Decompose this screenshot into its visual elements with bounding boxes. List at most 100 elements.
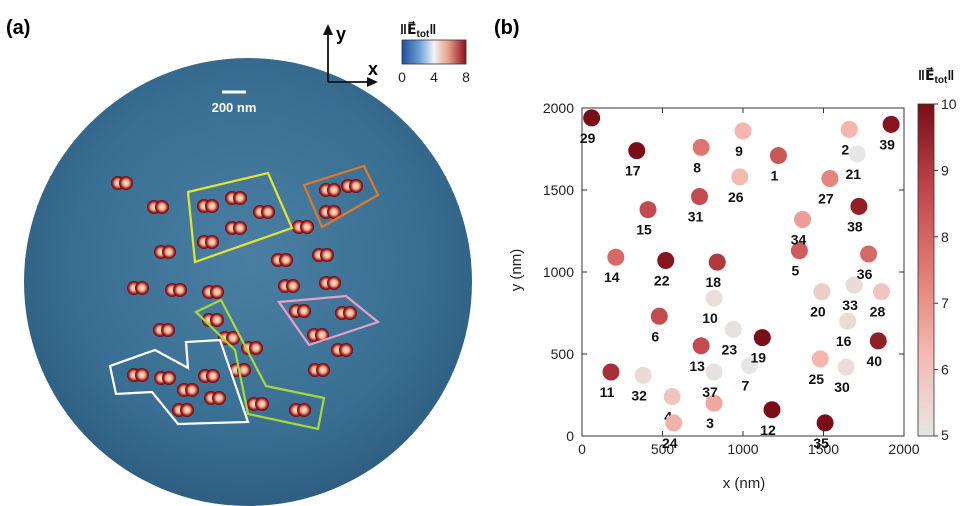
dimer-particle [204,391,226,405]
dimer-particle [278,279,300,293]
point-label: 40 [866,353,882,369]
y-axis-title: y (nm) [508,249,525,292]
point-label: 19 [751,350,767,366]
field-map-disk [24,58,472,506]
point-label: 30 [834,379,850,395]
point-label: 25 [808,371,824,387]
axis-x-label: x [368,59,378,79]
dimer-particle [289,403,311,417]
scatter-point [840,120,858,138]
dimer-particle [198,369,220,383]
scatter-point [845,276,863,294]
dimer-particle [319,205,341,219]
x-axis-title: x (nm) [723,475,766,492]
scatter-points: 1234567891011121314151617181920212223242… [580,109,900,451]
scatter-point [639,201,657,219]
y-tick-label: 1500 [543,182,574,198]
point-label: 29 [580,130,596,146]
dimer-particle [177,383,199,397]
point-label: 23 [722,341,738,357]
point-label: 32 [631,387,647,403]
group-outline-pink [277,294,381,347]
point-label: 33 [842,297,858,313]
point-label: 6 [651,328,659,344]
dimer-particle [335,306,357,320]
group-outline-yellow [186,171,294,264]
scatter-point [724,320,742,338]
colorbar-b-tick-label: 6 [941,362,949,378]
scatter-point [607,248,625,266]
colorbar-b-tick-label: 8 [941,229,949,245]
point-label: 2 [841,141,849,157]
dimer-particle [153,323,175,337]
point-label: 8 [693,159,701,175]
dimer-field [111,176,363,417]
dimer-particle [197,235,219,249]
point-label: 14 [604,269,620,285]
group-outline-orange [302,164,380,229]
y-tick-label: 1000 [543,264,574,280]
point-label: 1 [771,168,779,184]
point-label: 26 [728,189,744,205]
scatter-point [837,358,855,376]
dimer-particle [154,371,176,385]
point-label: 31 [688,209,704,225]
scatter-point [692,138,710,156]
colorbar-b-tick-label: 5 [941,427,949,443]
dimer-particle [308,363,330,377]
dimer-particle [147,200,169,214]
scale-bar-label: 200 nm [212,100,257,115]
dimer-particle [341,179,363,193]
colorbar-b: ‖E⃗tot‖ 5 6 7 8 9 10 [917,66,957,443]
scatter-point [811,350,829,368]
colorbar-b-tick-label: 9 [941,162,949,178]
scatter-point [691,188,709,206]
group-outline-green [194,298,326,431]
dimer-particle [154,245,176,259]
scatter-point [705,363,723,381]
colorbar-a-tick: 4 [430,69,438,85]
panel-b-label: (b) [494,17,520,39]
scatter-point [769,147,787,165]
dimer-particle [247,397,269,411]
point-label: 13 [689,358,705,374]
scatter-point [663,388,681,406]
point-label: 35 [813,435,829,451]
scatter-point [602,363,620,381]
point-label: 22 [654,273,670,289]
scatter-point [628,142,646,160]
x-tick-label: 0 [578,441,586,457]
scatter-point [869,332,887,350]
point-label: 3 [706,415,714,431]
scatter-point [705,394,723,412]
scatter-point [882,115,900,133]
point-label: 39 [879,136,895,152]
x-tick-label: 1500 [808,441,839,457]
scatter-point [650,307,668,325]
y-tick-label: 500 [551,346,575,362]
scatter-point [692,337,710,355]
colorbar-b-ticks: 5 6 7 8 9 10 [934,96,957,443]
scatter-point [860,245,878,263]
point-label: 27 [818,191,834,207]
scatter-point [583,109,601,127]
dimer-particle [111,176,133,190]
scatter-point [821,170,839,188]
dimer-particle [312,248,334,262]
dimer-particle [225,221,247,235]
point-label: 12 [760,422,776,438]
scatter-point [731,168,749,186]
scatter-point [634,366,652,384]
dimer-particle [172,403,194,417]
point-label: 16 [836,333,852,349]
point-label: 9 [735,143,743,159]
point-label: 18 [705,274,721,290]
dimer-particle [292,220,314,234]
colorbar-b-tick-label: 10 [941,96,957,112]
point-label: 15 [636,222,652,238]
dimer-particle [197,199,219,213]
dimer-particle [331,343,353,357]
colorbar-a-gradient [401,39,467,65]
scatter-point [763,401,781,419]
